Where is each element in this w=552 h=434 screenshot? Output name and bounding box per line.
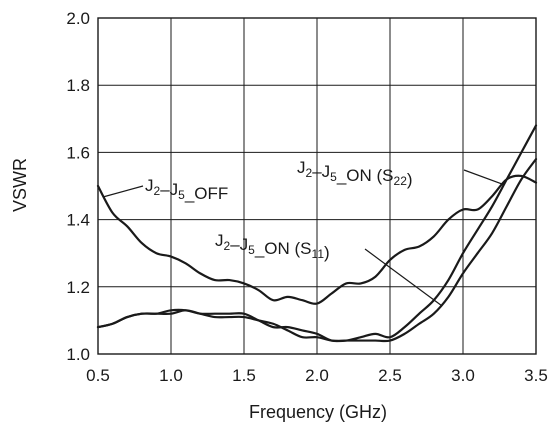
x-tick-label: 3.0: [451, 366, 475, 385]
annotation-leader-off: [103, 185, 144, 198]
plot-series: [96, 124, 538, 343]
y-tick-label: 1.2: [66, 278, 90, 297]
y-tick-label: 1.0: [66, 345, 90, 364]
x-axis-label: Frequency (GHz): [249, 402, 387, 422]
x-tick-label: 3.5: [524, 366, 548, 385]
annotation-off: J2–J5_OFF: [145, 176, 228, 203]
series-line-1: [96, 124, 538, 343]
annotation-leader-s22: [463, 169, 505, 186]
y-tick-label: 1.6: [66, 143, 90, 162]
y-tick-label: 1.8: [66, 76, 90, 95]
x-tick-label: 2.5: [378, 366, 402, 385]
x-tick-label: 0.5: [86, 366, 110, 385]
y-axis-ticks: 1.0 1.2 1.4 1.6 1.8 2.0: [66, 9, 90, 364]
annotation-s11: J2–J5_ON (S11): [215, 231, 330, 262]
series-annotations: J2–J5_OFF J2–J5_ON (S22) J2–J5_ON (S11): [103, 158, 505, 306]
annotation-s22: J2–J5_ON (S22): [297, 158, 413, 189]
x-tick-label: 2.0: [305, 366, 329, 385]
series-line-0: [96, 174, 538, 305]
x-tick-label: 1.5: [232, 366, 256, 385]
x-tick-label: 1.0: [159, 366, 183, 385]
plot-border: [97, 17, 537, 355]
series-line-2: [96, 158, 538, 343]
x-axis-ticks: 0.5 1.0 1.5 2.0 2.5 3.0 3.5: [86, 366, 548, 385]
plot-frame: [97, 17, 537, 355]
annotation-leader-s11: [364, 248, 442, 306]
y-tick-label: 2.0: [66, 9, 90, 28]
y-axis-label: VSWR: [10, 158, 30, 212]
y-tick-label: 1.4: [66, 211, 90, 230]
